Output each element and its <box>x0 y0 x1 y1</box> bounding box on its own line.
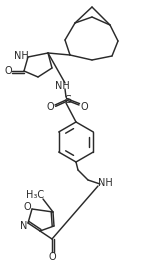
Text: O: O <box>4 66 12 76</box>
Text: O: O <box>48 252 56 262</box>
Text: NH: NH <box>55 81 69 91</box>
Text: O: O <box>46 102 54 112</box>
Text: O: O <box>80 102 88 112</box>
Text: S: S <box>64 95 72 105</box>
Text: H₃C: H₃C <box>26 190 44 200</box>
Text: O: O <box>23 202 31 212</box>
Text: NH: NH <box>14 51 28 61</box>
Text: NH: NH <box>98 178 112 188</box>
Text: N: N <box>20 221 28 231</box>
